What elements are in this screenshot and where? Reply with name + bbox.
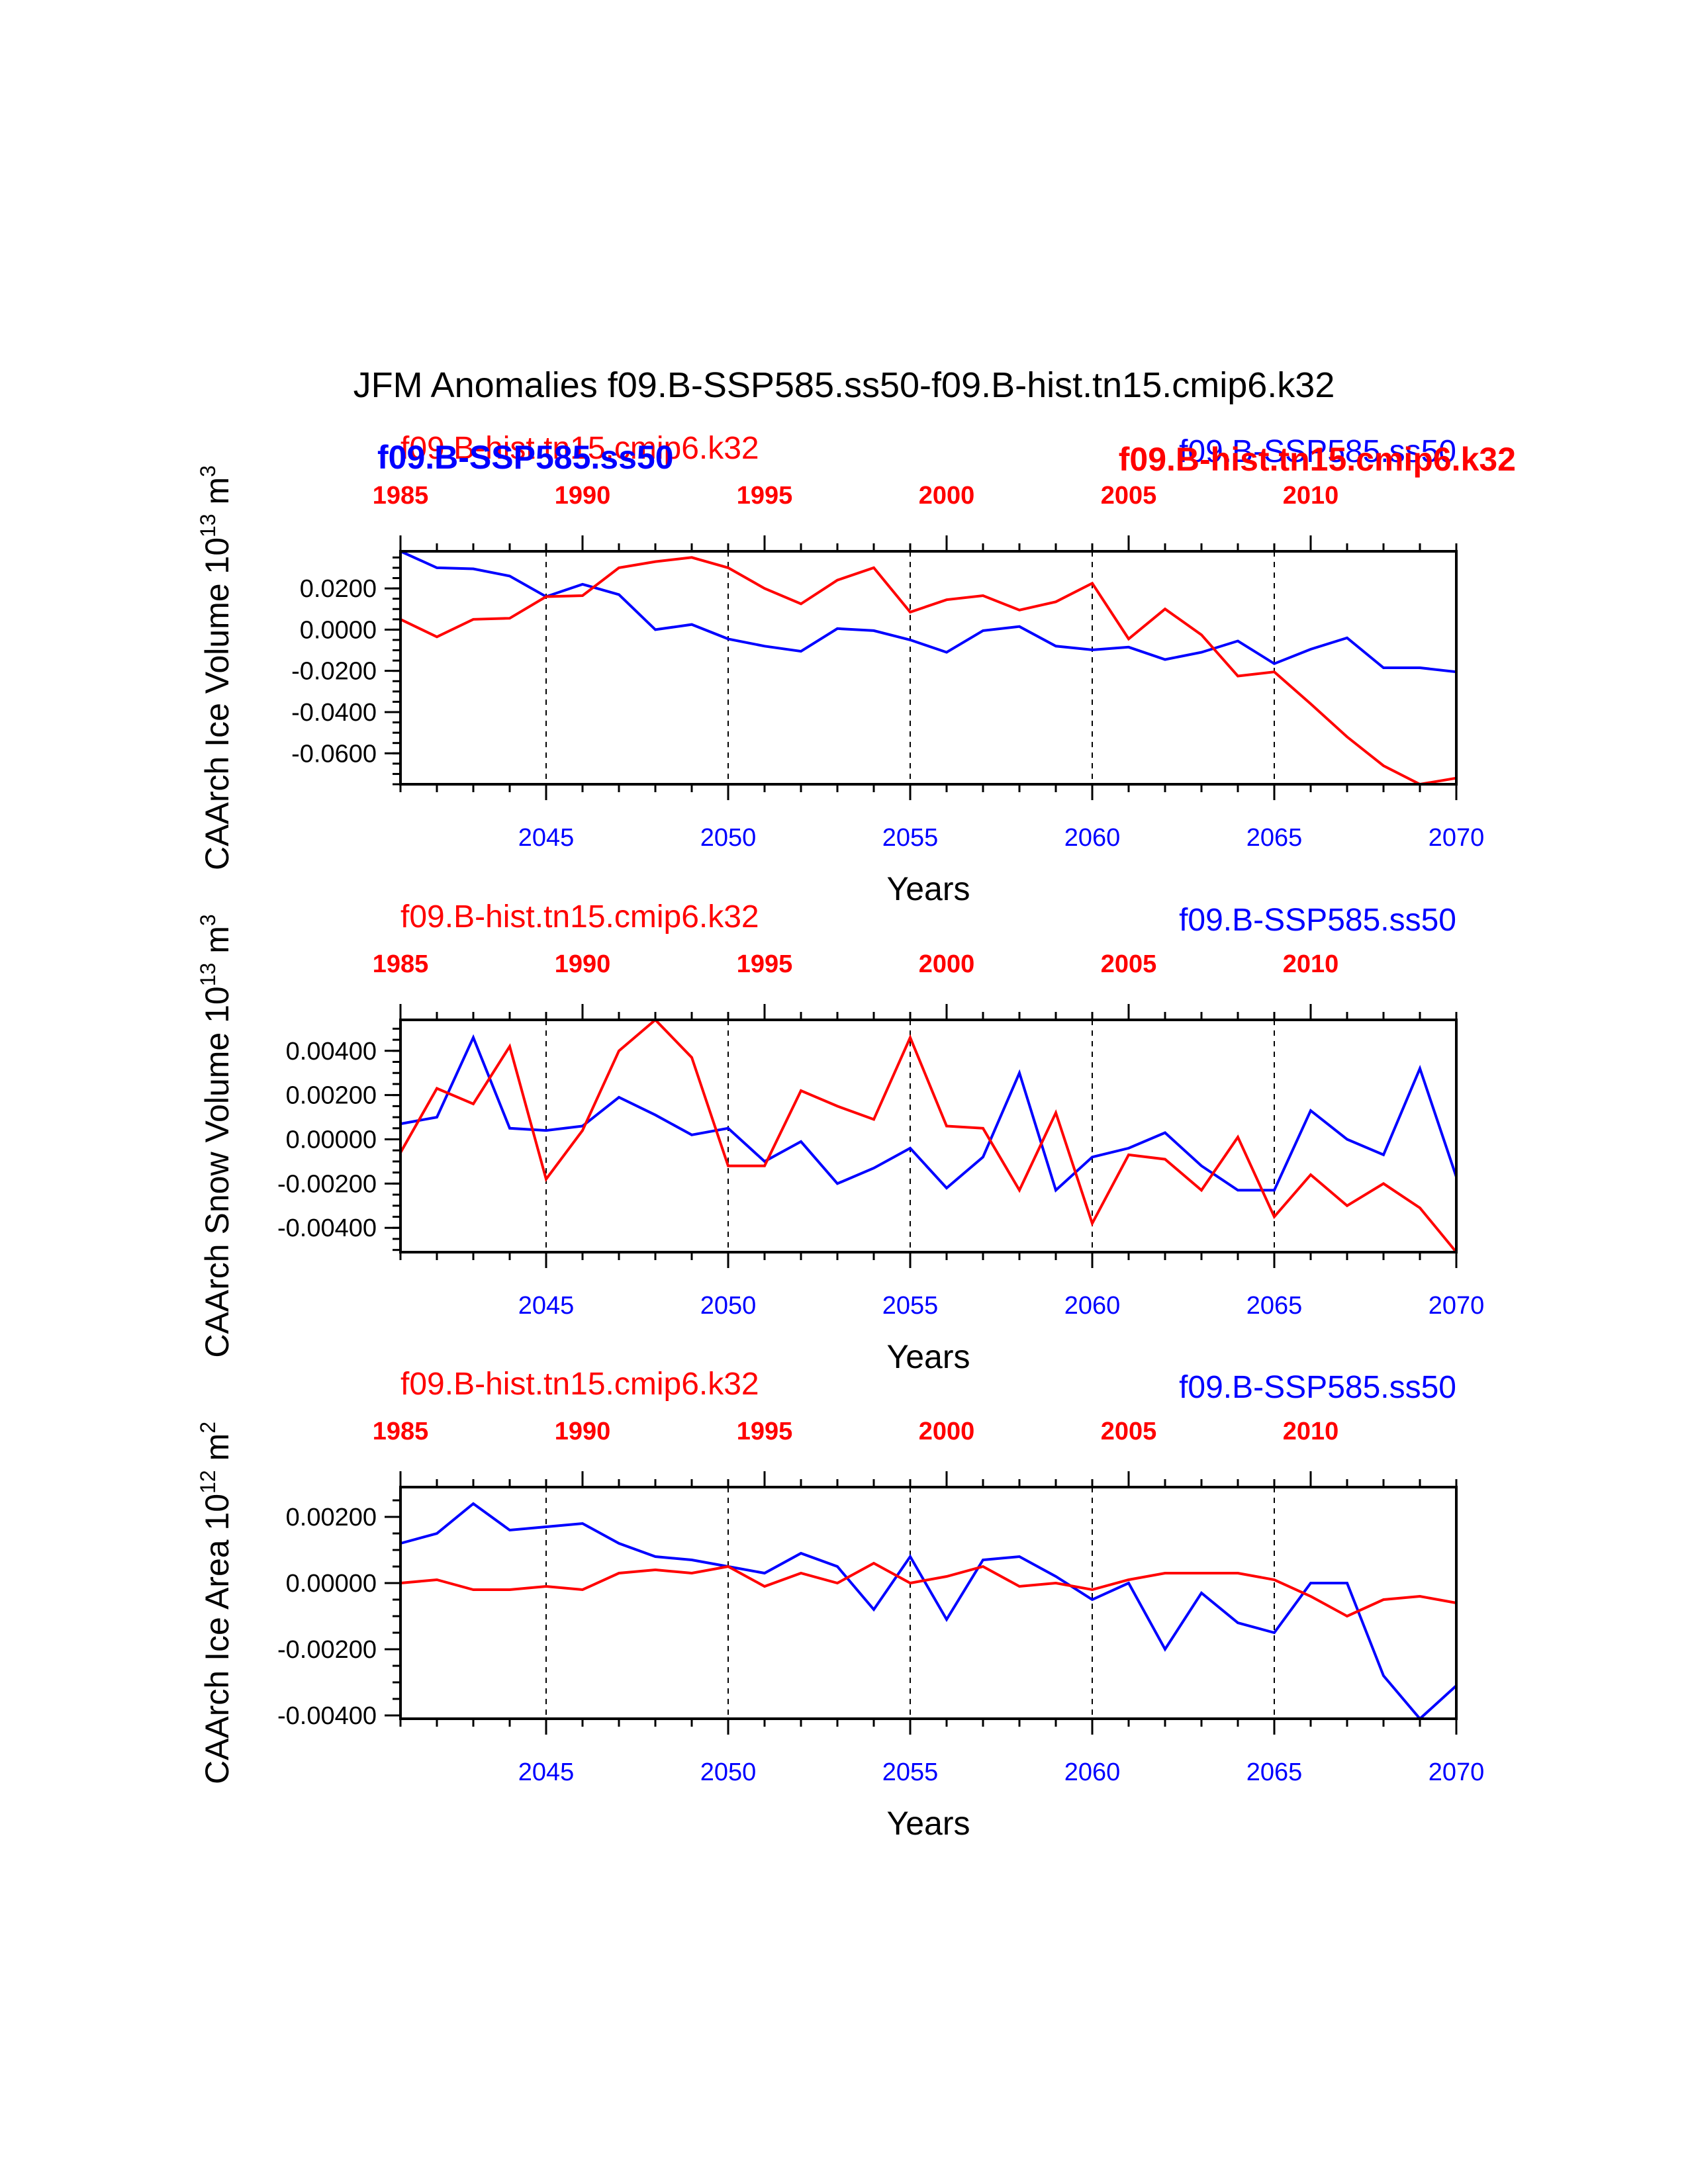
- series-label-hist: f09.B-hist.tn15.cmip6.k32: [400, 431, 759, 466]
- y-tick-label: 0.00000: [286, 1126, 377, 1154]
- y-tick-label: 0.0000: [300, 616, 377, 644]
- top-tick-label: 1985: [373, 950, 429, 978]
- series-label-hist: f09.B-hist.tn15.cmip6.k32: [1119, 441, 1516, 478]
- y-tick-label: -0.0600: [291, 740, 377, 768]
- x-tick-label: 2065: [1246, 824, 1303, 852]
- series-line-hist: [400, 556, 1457, 786]
- top-tick-label: 2010: [1283, 1418, 1339, 1445]
- top-tick-label: 2000: [919, 950, 975, 978]
- plot-frame: [399, 1486, 1458, 1720]
- top-tick-label: 1995: [737, 1418, 793, 1445]
- x-tick-label: 2050: [700, 824, 757, 852]
- panel-1: 0.0200 0.0000 -0.0200 -0.0400 -0.0600 2045 205…: [196, 431, 1516, 907]
- figure-title: JFM Anomalies f09.B-SSP585.ss50-f09.B-hi…: [353, 365, 1335, 405]
- y-tick-label: 0.00000: [286, 1570, 377, 1598]
- top-tick-label: 2000: [919, 1418, 975, 1445]
- top-tick-label: 1990: [555, 950, 611, 978]
- top-tick-label: 2005: [1101, 482, 1157, 510]
- x-tick-label: 2050: [700, 1292, 757, 1320]
- x-tick-label: 2070: [1429, 1292, 1485, 1320]
- series-label-ssp: f09.B-SSP585.ss50: [1179, 434, 1456, 469]
- y-tick-label: 0.00400: [286, 1038, 377, 1066]
- x-tick-label: 2055: [882, 1758, 939, 1786]
- top-tick-label: 1995: [737, 482, 793, 510]
- y-tick-label: 0.00200: [286, 1504, 377, 1531]
- x-tick-label: 2065: [1246, 1758, 1303, 1786]
- top-tick-label: 1985: [373, 1418, 429, 1445]
- y-tick-label: 0.0200: [300, 575, 377, 603]
- x-tick-label: 2055: [882, 824, 939, 852]
- series-label-ssp: f09.B-SSP585.ss50: [1179, 903, 1456, 938]
- series-label-hist: f09.B-hist.tn15.cmip6.k32: [400, 899, 759, 934]
- y-tick-label: -0.00400: [277, 1702, 377, 1730]
- series-line-ssp: [400, 1502, 1458, 1721]
- y-tick-label: -0.00400: [277, 1214, 377, 1242]
- series-line-hist: [400, 1561, 1457, 1618]
- top-tick-label: 1990: [555, 1418, 611, 1445]
- x-tick-label: 2065: [1246, 1292, 1303, 1320]
- x-tick-label: 2045: [518, 1758, 575, 1786]
- y-tick-label: -0.0400: [291, 699, 377, 727]
- top-tick-label: 2005: [1101, 950, 1157, 978]
- panel-3: 0.00200 0.00000 -0.00200 -0.00400 2045 2050 20…: [196, 1367, 1484, 1842]
- y-tick-label: -0.00200: [277, 1170, 377, 1198]
- x-axis-title: Years: [886, 870, 970, 907]
- series-label-ssp: f09.B-SSP585.ss50: [1179, 1370, 1456, 1405]
- x-tick-label: 2070: [1429, 1758, 1485, 1786]
- y-tick-label: 0.00200: [286, 1082, 377, 1110]
- top-tick-label: 2010: [1283, 950, 1339, 978]
- top-tick-label: 1995: [737, 950, 793, 978]
- x-axis-title: Years: [886, 1805, 970, 1842]
- x-tick-label: 2060: [1064, 1292, 1121, 1320]
- panel-2: 0.00400 0.00200 0.00000 -0.00200 -0.00400 204…: [196, 899, 1484, 1375]
- series-label-ssp: f09.B-SSP585.ss50: [377, 439, 674, 476]
- series-line-ssp: [400, 1034, 1458, 1193]
- x-axis-title: Years: [886, 1338, 970, 1375]
- y-tick-label: -0.0200: [291, 658, 377, 686]
- x-tick-label: 2060: [1064, 1758, 1121, 1786]
- top-tick-label: 2010: [1283, 482, 1339, 510]
- x-tick-label: 2045: [518, 1292, 575, 1320]
- top-tick-label: 1985: [373, 482, 429, 510]
- y-axis-title: CAArch Snow Volume 1013 m3: [196, 914, 236, 1357]
- plot-frame: [399, 550, 1458, 786]
- x-tick-label: 2060: [1064, 824, 1121, 852]
- x-tick-label: 2070: [1429, 824, 1485, 852]
- top-tick-label: 2005: [1101, 1418, 1157, 1445]
- top-tick-label: 1990: [555, 482, 611, 510]
- series-line-ssp: [400, 550, 1457, 674]
- x-tick-label: 2045: [518, 824, 575, 852]
- series-label-hist: f09.B-hist.tn15.cmip6.k32: [400, 1367, 759, 1402]
- x-tick-label: 2050: [700, 1758, 757, 1786]
- y-axis-title: CAArch Ice Area 1012 m2: [196, 1422, 236, 1784]
- series-line-hist: [399, 1018, 1458, 1253]
- top-tick-label: 2000: [919, 482, 975, 510]
- y-axis-title: CAArch Ice Volume 1013 m3: [196, 465, 236, 870]
- y-tick-label: -0.00200: [277, 1636, 377, 1664]
- plot-frame: [399, 1019, 1458, 1253]
- x-tick-label: 2055: [882, 1292, 939, 1320]
